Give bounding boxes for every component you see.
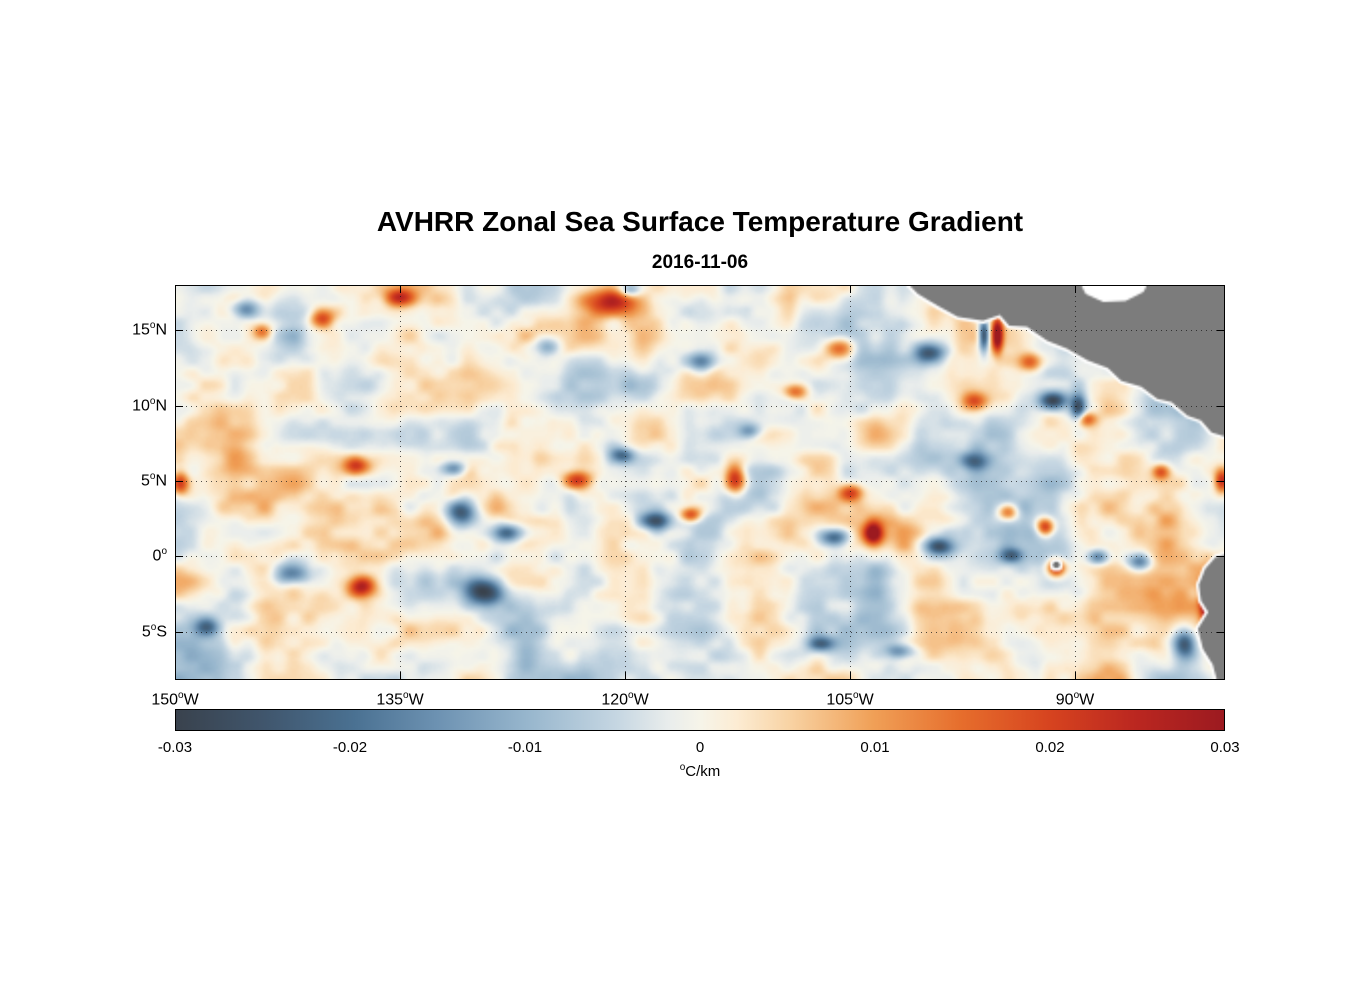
tick-label-part: o <box>150 621 157 633</box>
colorbar-tick-label: 0.01 <box>860 739 890 756</box>
tick-label-part: 5 <box>141 623 151 641</box>
y-axis-tick-label: 10oN <box>87 396 167 416</box>
tick-label-part: S <box>156 623 167 641</box>
x-axis-tick-label: 105oW <box>805 690 895 710</box>
tick-label-part: 10 <box>132 396 150 414</box>
tick-label-part: o <box>161 546 167 558</box>
tick-label-part: o <box>178 690 184 701</box>
tick-label-part: 15 <box>132 321 150 339</box>
tick-label-part: 105 <box>826 691 854 709</box>
colorbar-unit-text: C/km <box>685 763 721 780</box>
colorbar-tick-label: -0.02 <box>332 739 368 756</box>
tick-label-part: o <box>1073 690 1080 701</box>
x-axis-tick-label: 120oW <box>580 690 670 710</box>
x-axis-tick-label: 150oW <box>130 690 220 710</box>
tick-label-part: N <box>155 472 167 490</box>
colorbar-unit-label: oC/km <box>175 762 1225 780</box>
tick-label-part: W <box>858 691 874 709</box>
tick-label-part: 0 <box>152 547 162 565</box>
tick-label-part: o <box>403 690 409 701</box>
tick-label-part: N <box>155 396 167 414</box>
sst-gradient-heatmap <box>176 286 1224 679</box>
tick-label-part: W <box>1079 691 1095 709</box>
tick-label-part: o <box>149 470 156 482</box>
chart-title: AVHRR Zonal Sea Surface Temperature Grad… <box>376 206 1024 237</box>
colorbar-tick-label: 0.02 <box>1035 739 1065 756</box>
y-axis-tick-label: 15oN <box>87 320 167 340</box>
colorbar-tick-label: -0.03 <box>157 739 193 756</box>
degree-symbol: o <box>679 762 686 773</box>
colorbar <box>175 709 1225 731</box>
tick-label-part: 5 <box>140 472 150 490</box>
tick-label-part: W <box>408 691 424 709</box>
tick-label-part: 90 <box>1055 691 1074 709</box>
x-axis-tick-label: 90oW <box>1030 690 1120 710</box>
colorbar-tick-label: -0.01 <box>507 739 543 756</box>
map-plot-area <box>175 285 1225 680</box>
tick-label-part: 135 <box>376 691 404 709</box>
y-axis-tick-label: 5oS <box>87 622 167 642</box>
y-axis-tick-label: 5oN <box>87 471 167 491</box>
tick-label-part: 120 <box>601 691 629 709</box>
x-axis-tick-label: 135oW <box>355 690 445 710</box>
tick-label-part: W <box>633 691 649 709</box>
colorbar-gradient <box>176 710 1224 730</box>
tick-label-part: N <box>155 321 167 339</box>
tick-label-part: o <box>628 690 634 701</box>
colorbar-tick-label: 0.03 <box>1210 739 1240 756</box>
tick-label-part: o <box>149 395 156 407</box>
tick-label-part: 150 <box>151 691 179 709</box>
y-axis-tick-label: 0o <box>87 546 167 566</box>
colorbar-tick-label: 0 <box>695 739 705 756</box>
tick-label-part: W <box>183 691 199 709</box>
tick-label-part: o <box>853 690 859 701</box>
tick-label-part: o <box>149 320 156 332</box>
chart-subtitle: 2016-11-06 <box>651 252 749 273</box>
